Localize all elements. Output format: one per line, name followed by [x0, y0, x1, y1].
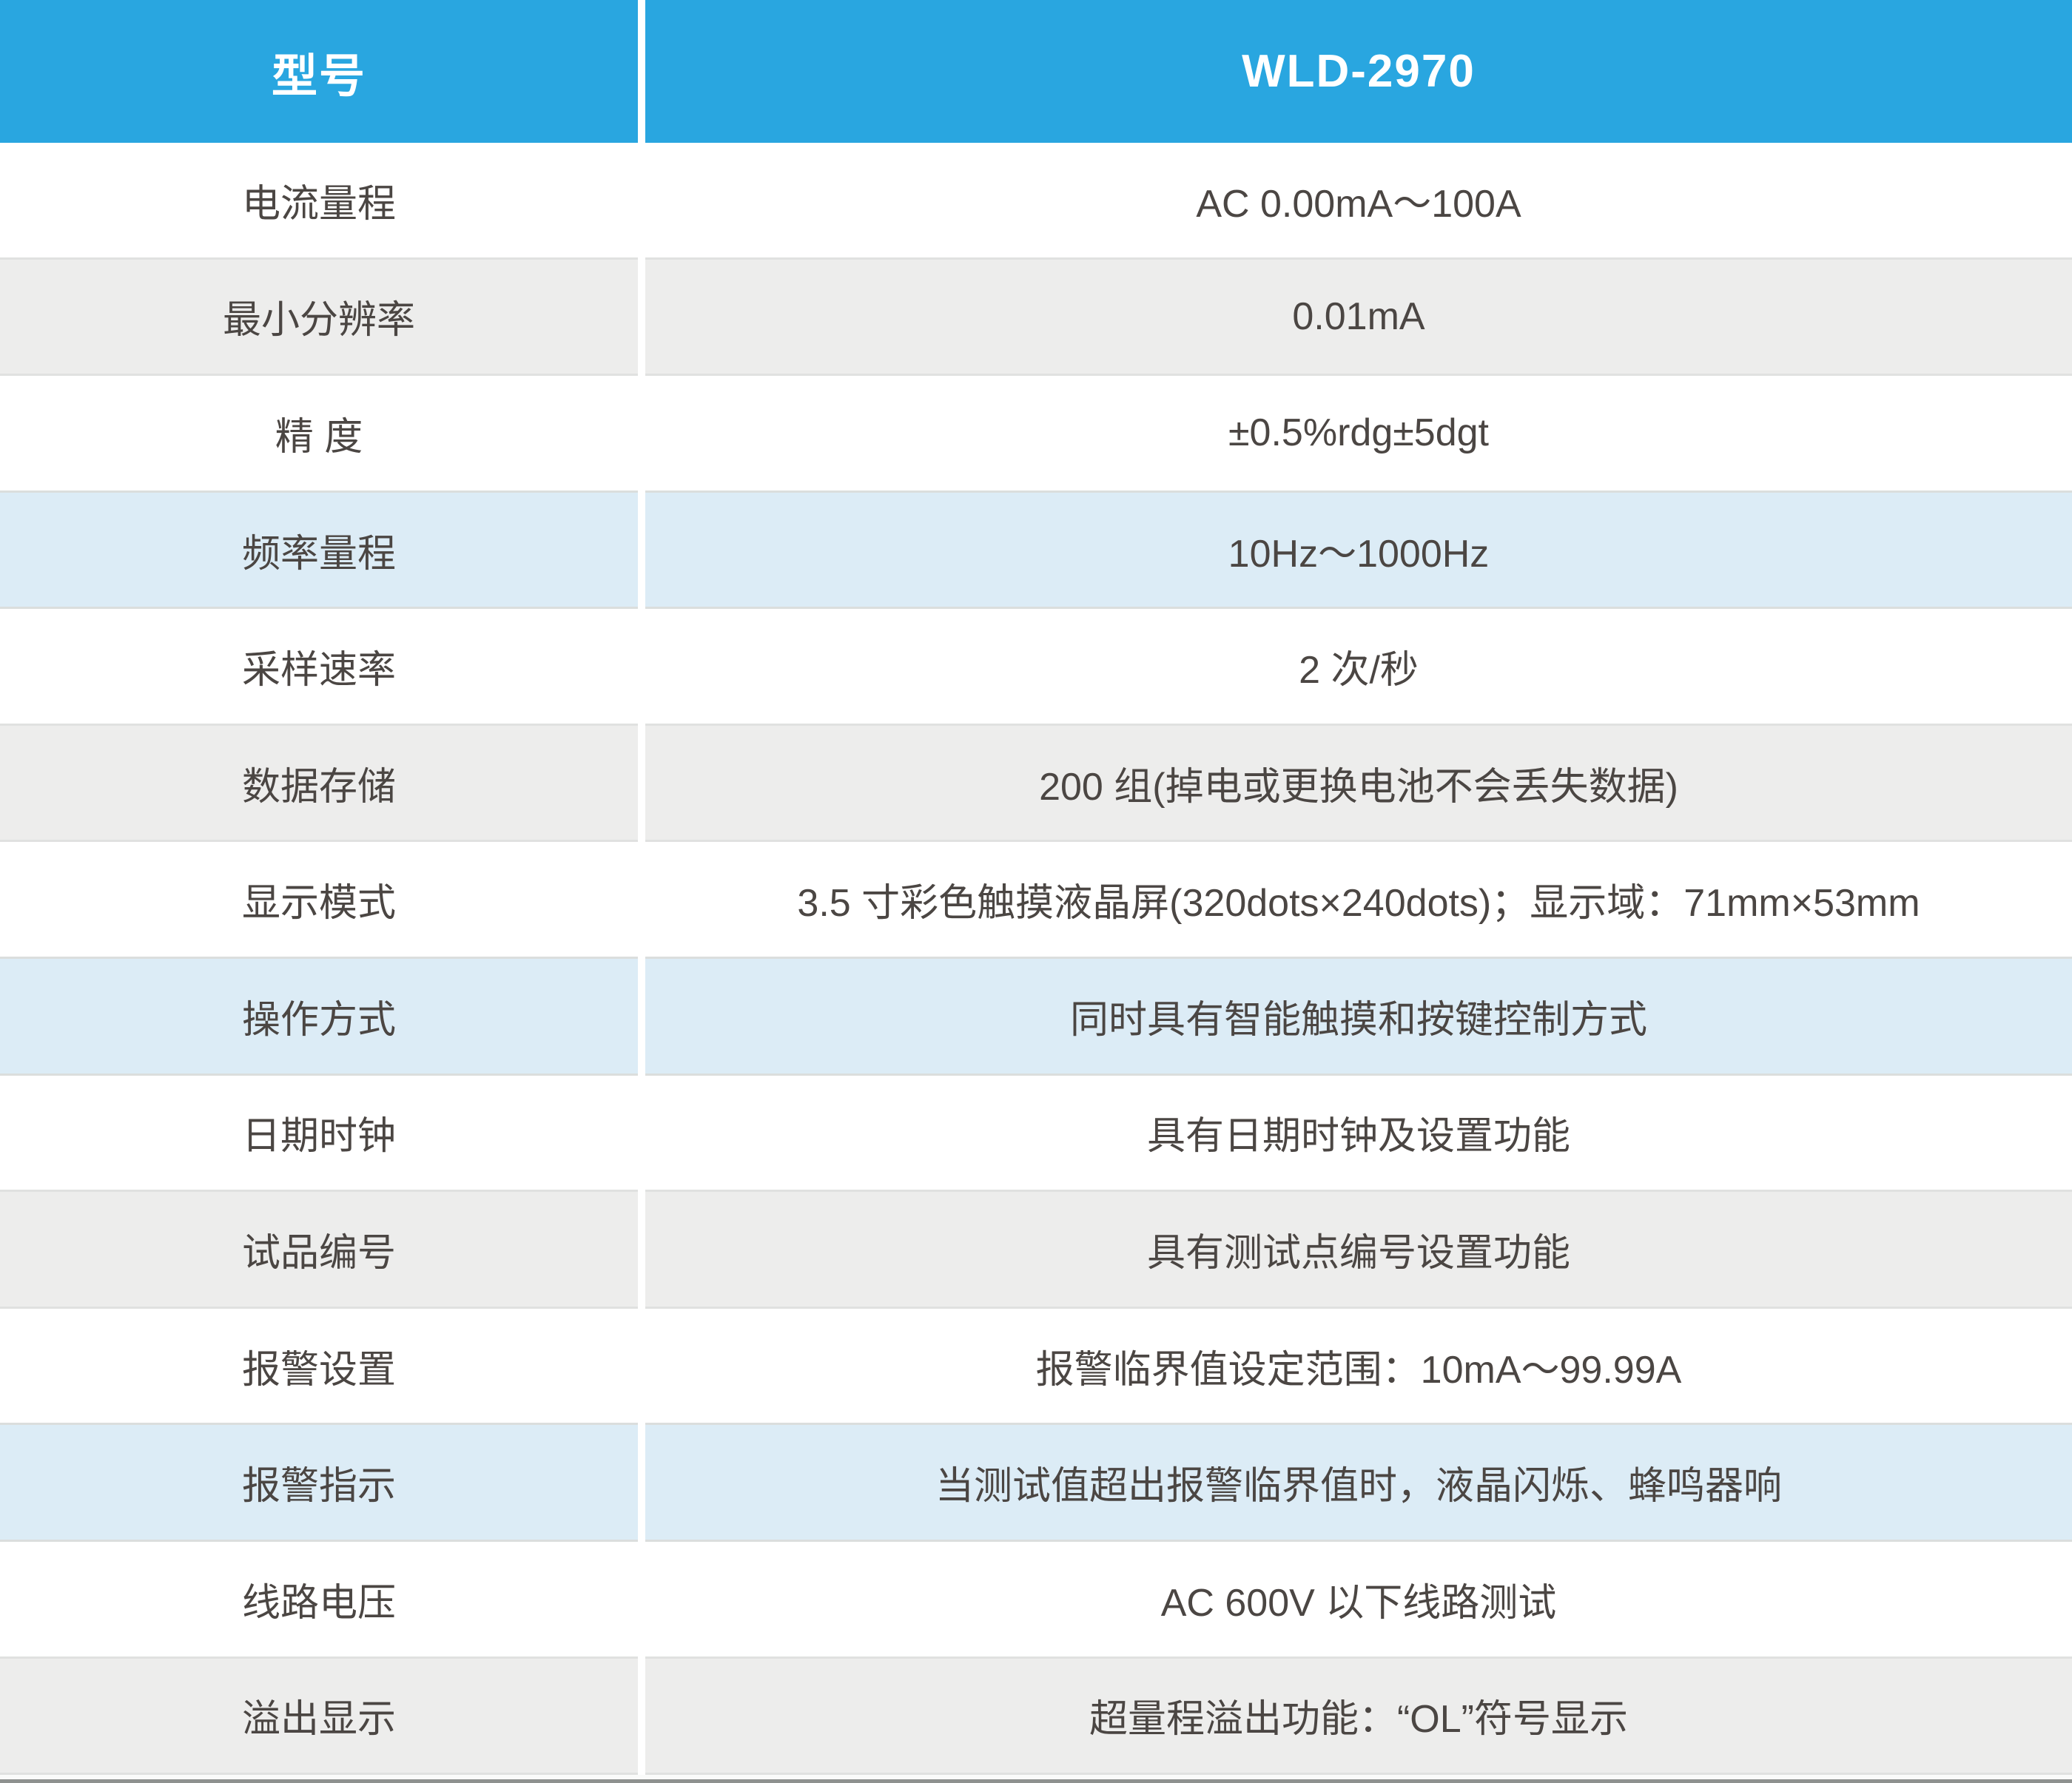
- row-value: 同时具有智能触摸和按键控制方式: [1069, 998, 1647, 1042]
- row-value-cell: 同时具有智能触摸和按键控制方式: [645, 957, 2072, 1076]
- row-label: 试品编号: [241, 1231, 396, 1275]
- column-divider: [638, 1308, 645, 1423]
- row-label: 数据存储: [241, 765, 396, 809]
- row-value-cell: 3.5 寸彩色触摸液晶屏(320dots×240dots)；显示域：71mm×5…: [645, 842, 2072, 957]
- row-value: 当测试值超出报警临界值时，液晶闪烁、蜂鸣器响: [935, 1465, 1782, 1509]
- row-value: 超量程溢出功能：“OL”符号显示: [1089, 1698, 1628, 1742]
- column-divider: [638, 723, 645, 843]
- row-label-cell: 频率量程: [0, 490, 638, 610]
- column-divider: [638, 1541, 645, 1656]
- table-row: 显示模式 3.5 寸彩色触摸液晶屏(320dots×240dots)；显示域：7…: [0, 842, 2072, 957]
- column-divider: [638, 490, 645, 610]
- row-value-cell: 具有测试点编号设置功能: [645, 1190, 2072, 1309]
- row-label-cell: 线路电压: [0, 1541, 638, 1656]
- table-header-row: 型号 WLD-2970: [0, 0, 2072, 143]
- column-divider: [638, 257, 645, 377]
- column-divider: [638, 609, 645, 724]
- bottom-gap: [0, 1775, 2072, 1780]
- table-row: 报警设置 报警临界值设定范围：10mA～99.99A: [0, 1308, 2072, 1423]
- row-value: 报警临界值设定范围：10mA～99.99A: [1035, 1348, 1682, 1392]
- row-label-cell: 显示模式: [0, 842, 638, 957]
- table-row: 线路电压 AC 600V 以下线路测试: [0, 1541, 2072, 1656]
- row-value: 具有日期时钟及设置功能: [1146, 1115, 1570, 1159]
- table-row: 试品编号 具有测试点编号设置功能: [0, 1190, 2072, 1309]
- row-value: 200 组(掉电或更换电池不会丢失数据): [1039, 765, 1678, 809]
- row-value-cell: 10Hz～1000Hz: [645, 490, 2072, 610]
- table-row: 采样速率 2 次/秒: [0, 609, 2072, 724]
- row-value-cell: 具有日期时钟及设置功能: [645, 1075, 2072, 1190]
- header-model-value: WLD-2970: [1242, 46, 1476, 97]
- row-label: 显示模式: [241, 882, 396, 926]
- row-label: 精 度: [275, 415, 363, 459]
- row-value: 3.5 寸彩色触摸液晶屏(320dots×240dots)；显示域：71mm×5…: [797, 882, 1920, 926]
- column-divider: [638, 0, 645, 143]
- row-value-cell: 0.01mA: [645, 257, 2072, 377]
- table-row: 最小分辨率 0.01mA: [0, 257, 2072, 377]
- row-value-cell: ±0.5%rdg±5dgt: [645, 376, 2072, 491]
- row-value-cell: AC 0.00mA～100A: [645, 143, 2072, 257]
- row-label-cell: 精 度: [0, 376, 638, 491]
- row-value-cell: 当测试值超出报警临界值时，液晶闪烁、蜂鸣器响: [645, 1423, 2072, 1542]
- row-label-cell: 试品编号: [0, 1190, 638, 1309]
- table-row: 报警指示 当测试值超出报警临界值时，液晶闪烁、蜂鸣器响: [0, 1423, 2072, 1542]
- header-model-label: 型号: [271, 50, 366, 102]
- column-divider: [638, 1656, 645, 1776]
- table-row: 电流量程 AC 0.00mA～100A: [0, 143, 2072, 257]
- row-value: 2 次/秒: [1299, 649, 1419, 692]
- row-label-cell: 操作方式: [0, 957, 638, 1076]
- column-divider: [638, 1423, 645, 1542]
- row-label-cell: 报警设置: [0, 1308, 638, 1423]
- row-value: 0.01mA: [1292, 294, 1425, 338]
- row-label-cell: 电流量程: [0, 143, 638, 257]
- column-divider: [638, 376, 645, 491]
- row-label-cell: 溢出显示: [0, 1656, 638, 1776]
- table-row: 频率量程 10Hz～1000Hz: [0, 490, 2072, 610]
- row-value-cell: 2 次/秒: [645, 609, 2072, 724]
- row-label: 报警设置: [241, 1348, 396, 1392]
- row-value-cell: 200 组(掉电或更换电池不会丢失数据): [645, 723, 2072, 843]
- table-row: 溢出显示 超量程溢出功能：“OL”符号显示: [0, 1656, 2072, 1776]
- row-value-cell: 超量程溢出功能：“OL”符号显示: [645, 1656, 2072, 1776]
- table-row: 数据存储 200 组(掉电或更换电池不会丢失数据): [0, 723, 2072, 843]
- row-value-cell: 报警临界值设定范围：10mA～99.99A: [645, 1308, 2072, 1423]
- column-divider: [638, 143, 645, 257]
- row-label-cell: 报警指示: [0, 1423, 638, 1542]
- table-row: 日期时钟 具有日期时钟及设置功能: [0, 1075, 2072, 1190]
- row-value-cell: AC 600V 以下线路测试: [645, 1541, 2072, 1656]
- row-label: 采样速率: [241, 649, 396, 692]
- table-row: 操作方式 同时具有智能触摸和按键控制方式: [0, 957, 2072, 1076]
- column-divider: [638, 1075, 645, 1190]
- row-value: AC 0.00mA～100A: [1196, 182, 1521, 226]
- row-label: 电流量程: [241, 182, 396, 226]
- row-label: 溢出显示: [241, 1698, 396, 1742]
- row-value: 具有测试点编号设置功能: [1146, 1231, 1570, 1275]
- row-label: 操作方式: [241, 998, 396, 1042]
- row-label: 日期时钟: [241, 1115, 396, 1159]
- header-model-value-cell: WLD-2970: [645, 0, 2072, 143]
- row-value: 10Hz～1000Hz: [1228, 532, 1490, 576]
- row-label-cell: 数据存储: [0, 723, 638, 843]
- row-label: 报警指示: [241, 1465, 396, 1509]
- row-label: 最小分辨率: [222, 299, 415, 343]
- row-label: 频率量程: [241, 532, 396, 576]
- column-divider: [638, 957, 645, 1076]
- row-value: ±0.5%rdg±5dgt: [1228, 411, 1489, 455]
- column-divider: [638, 842, 645, 957]
- row-label: 线路电压: [241, 1581, 396, 1625]
- row-value: AC 600V 以下线路测试: [1160, 1581, 1557, 1625]
- bottom-border-bar: [0, 1779, 2072, 1783]
- row-label-cell: 最小分辨率: [0, 257, 638, 377]
- header-model-cell: 型号: [0, 0, 638, 143]
- row-label-cell: 日期时钟: [0, 1075, 638, 1190]
- table-row: 精 度 ±0.5%rdg±5dgt: [0, 376, 2072, 491]
- row-label-cell: 采样速率: [0, 609, 638, 724]
- column-divider: [638, 1190, 645, 1309]
